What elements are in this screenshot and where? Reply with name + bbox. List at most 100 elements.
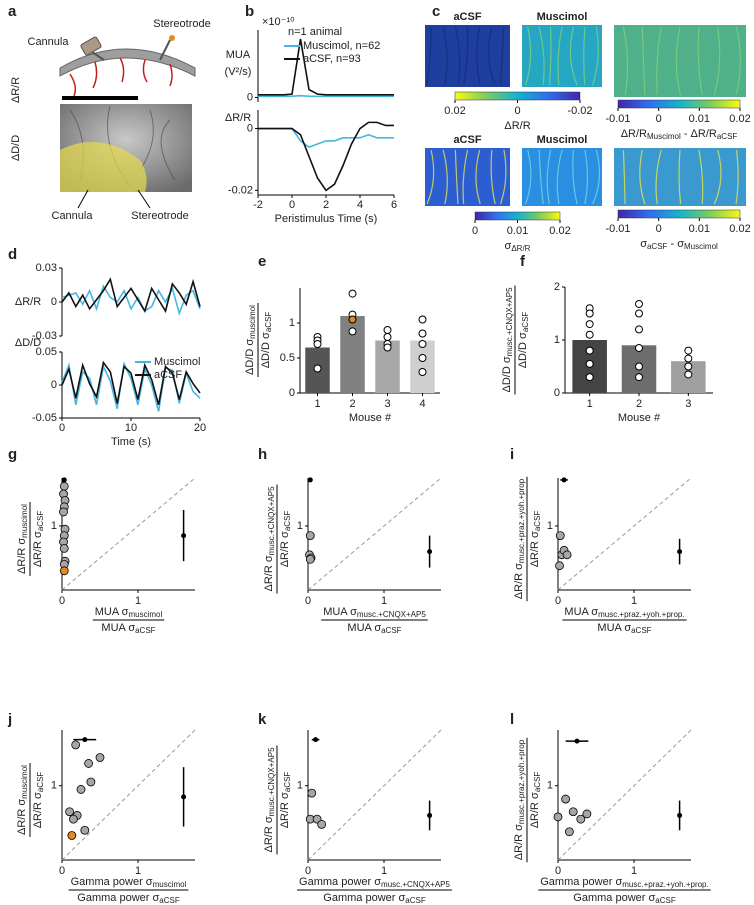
- colorbar-label-part: - ΔR/R: [681, 128, 717, 140]
- dot: [418, 329, 427, 338]
- label-numerator-sub: muscimol: [20, 765, 29, 799]
- dot: [684, 354, 693, 363]
- label-numerator-sub: muscimol: [128, 610, 162, 619]
- dot: [684, 362, 693, 371]
- label-denominator: Gamma power σaCSF: [77, 892, 180, 905]
- y-tick-label: 0: [247, 91, 253, 103]
- label-numerator: ΔR/R σmusc.+praz.+yoh.+prop: [513, 739, 526, 860]
- x-tick-label: 1: [135, 865, 141, 877]
- map-vessel: [713, 149, 722, 205]
- diagonal: [61, 477, 196, 591]
- y-tick-label: 0: [51, 379, 57, 391]
- label-numerator: MUA σmusc.+praz.+yoh.+prop.: [564, 606, 684, 619]
- label-denominator-part: ΔR/R σ: [32, 792, 44, 828]
- legend-title: n=1 animal: [288, 26, 342, 38]
- point: [568, 807, 578, 817]
- colorbar-tick-label: 0: [514, 105, 520, 117]
- colorbar-tick-label: -0.01: [605, 223, 630, 235]
- dot: [635, 299, 643, 308]
- point: [59, 566, 69, 576]
- label-numerator-part: MUA σ: [564, 606, 598, 618]
- x-tick-label: -2: [253, 199, 263, 211]
- y-tick-label: 0: [289, 387, 295, 399]
- x-tick-label: 2: [636, 398, 642, 410]
- label-denominator-sub: aCSF: [36, 772, 45, 793]
- map-vessel: [698, 149, 704, 205]
- dot: [383, 333, 392, 341]
- x-label: Mouse #: [349, 412, 392, 424]
- colorbar-label: ΔR/RMuscimol - ΔR/RaCSF: [621, 128, 738, 141]
- point: [555, 561, 564, 571]
- colorbar-tick-label: 0.01: [689, 113, 710, 125]
- map-vessel: [656, 26, 662, 96]
- map-vessel: [475, 149, 481, 205]
- label-numerator-sub: musc.+praz.+yoh.+prop.: [598, 610, 685, 619]
- stereotrode-icon: [159, 39, 171, 61]
- map-vessel: [583, 26, 586, 86]
- label-numerator-part: ΔR/R σ: [263, 816, 275, 852]
- series-line: [258, 38, 394, 96]
- x-tick-label: 0: [59, 595, 65, 607]
- label-numerator-part: ΔR/R σ: [513, 824, 525, 860]
- label-numerator-sub: musc.+CNQX+AP5: [381, 880, 450, 889]
- label-denominator-part: Gamma power σ: [323, 892, 405, 904]
- map-vessel: [622, 26, 629, 96]
- summary-point: [307, 477, 313, 483]
- colorbar-label-sub: aCSF: [717, 132, 738, 141]
- colorbar-tick-label: -0.01: [605, 113, 630, 125]
- map-vessel: [442, 26, 448, 86]
- point: [84, 759, 93, 768]
- map-vessel: [713, 26, 721, 96]
- label-denominator-part: MUA σ: [101, 622, 135, 634]
- point: [76, 785, 86, 794]
- point: [317, 819, 327, 829]
- label-numerator-sub: musc.+praz.+yoh.+prop: [517, 478, 526, 563]
- map-vessel: [655, 149, 662, 205]
- label-denominator: Gamma power σaCSF: [323, 892, 426, 905]
- colorbar: [617, 99, 741, 109]
- label-numerator-part: MUA σ: [95, 606, 129, 618]
- image-title: aCSF: [453, 134, 481, 146]
- label-denominator-sub: aCSF: [631, 626, 652, 635]
- x-label: Peristimulus Time (s): [275, 213, 378, 225]
- colorbar-tick-label: 0.02: [444, 105, 465, 117]
- x-tick-label: 1: [381, 595, 387, 607]
- label-denominator-part: ΔD/D σ: [260, 332, 272, 368]
- series-line: [61, 284, 201, 316]
- summary-point: [561, 477, 567, 483]
- panel-letter: h: [258, 446, 267, 463]
- x-tick-label: 0: [555, 865, 561, 877]
- panel-letter: b: [245, 3, 254, 20]
- fraction-label: ΔR/R σmusc.+praz.+yoh.+prop ΔR/R σaCSF: [513, 737, 542, 863]
- label-numerator-sub: muscimol: [20, 504, 29, 538]
- label-denominator: ΔR/R σaCSF: [529, 772, 542, 829]
- x-tick-label: 0: [59, 422, 65, 434]
- label-denominator-part: MUA σ: [347, 622, 381, 634]
- point: [553, 812, 563, 822]
- label-denominator-sub: aCSF: [36, 511, 45, 532]
- map-vessel: [735, 26, 741, 96]
- dot: [585, 330, 594, 339]
- panel-letter: e: [258, 253, 266, 270]
- y-tick-label: -0.02: [228, 184, 253, 196]
- label-numerator-sub: musc.+CNQX+AP5: [357, 610, 426, 619]
- map-vessel: [524, 149, 532, 205]
- y-label: ΔD/D: [15, 337, 41, 349]
- label-numerator: ΔR/R σmuscimol: [16, 504, 29, 574]
- map-vessel: [454, 26, 461, 86]
- series-line: [258, 94, 394, 98]
- y-tick-label: 1: [554, 334, 560, 346]
- map-vessel: [592, 149, 601, 205]
- colorbar-label-part: ΔR/R: [621, 128, 647, 140]
- y-tick-label: 1: [51, 780, 57, 792]
- point: [80, 825, 90, 835]
- map-vessel: [442, 149, 448, 205]
- map-vessel: [499, 149, 507, 205]
- y-tick-label: 0: [247, 122, 253, 134]
- map-vessel: [641, 26, 646, 96]
- label-denominator: ΔD/D σaCSF: [260, 312, 273, 369]
- label-denominator-part: ΔR/R σ: [279, 531, 291, 567]
- colorbar-tick-label: 0: [656, 113, 662, 125]
- map-vessel: [697, 26, 703, 96]
